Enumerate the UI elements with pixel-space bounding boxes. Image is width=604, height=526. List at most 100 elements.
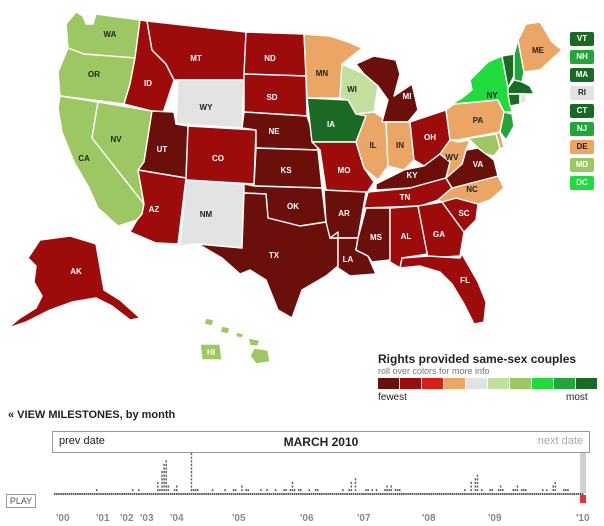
timeline-month-75 [211, 493, 214, 495]
timeline-month-231 [539, 493, 542, 495]
tab-dc[interactable]: DC [570, 176, 594, 190]
tab-nh[interactable]: NH [570, 50, 594, 64]
timeline-event-mark [241, 485, 243, 488]
state-DE[interactable] [495, 131, 505, 149]
tab-ri[interactable]: RI [570, 86, 594, 100]
timeline-month-197 [468, 493, 470, 495]
label-CO: CO [212, 154, 224, 163]
tab-de[interactable]: DE [570, 140, 594, 154]
prev-date-button[interactable]: prev date [59, 435, 105, 447]
label-LA: LA [343, 255, 354, 264]
legend-swatch-7[interactable] [510, 378, 531, 389]
state-NJ[interactable] [499, 111, 515, 141]
legend-swatch-6[interactable] [488, 378, 509, 389]
timeline-month-68 [197, 493, 199, 495]
timeline-month-1 [56, 493, 58, 495]
state-RI[interactable] [519, 93, 527, 105]
legend-swatch-10[interactable] [576, 378, 597, 389]
timeline-month-19 [93, 493, 96, 495]
state-MA[interactable] [507, 79, 535, 95]
next-date-button[interactable]: next date [537, 435, 583, 447]
timeline-event-mark [308, 489, 310, 492]
timeline-month-136 [340, 493, 342, 495]
timeline-month-248 [575, 493, 578, 495]
timeline-event-mark [211, 489, 214, 492]
legend-swatch-5[interactable] [466, 378, 487, 389]
timeline-month-201 [476, 493, 479, 495]
timeline-month-33 [123, 493, 125, 495]
timeline-event-mark [190, 481, 193, 484]
timeline-event-mark [161, 489, 163, 492]
state-AK[interactable] [7, 235, 141, 329]
timeline-month-247 [573, 493, 575, 495]
state-ME[interactable] [517, 21, 563, 73]
timeline-month-228 [533, 493, 536, 495]
legend-swatch-2[interactable] [400, 378, 421, 389]
state-CT[interactable] [507, 93, 521, 107]
state-NH[interactable] [513, 39, 525, 83]
legend-swatch-1[interactable] [378, 378, 399, 389]
tab-ct[interactable]: CT [570, 104, 594, 118]
timeline-event-mark [554, 489, 557, 492]
timeline-month-185 [443, 493, 445, 495]
timeline-month-87 [236, 493, 239, 495]
label-NY: NY [486, 91, 498, 100]
state-IL[interactable] [355, 111, 389, 181]
state-TX[interactable] [197, 192, 339, 319]
timeline-event-mark [314, 489, 317, 492]
legend-swatch-8[interactable] [532, 378, 553, 389]
legend-swatch-4[interactable] [444, 378, 465, 389]
milestone-timeline[interactable]: '00 '01 '02 '03 '04 '05 '06 '07 '08 '09 '10 [52, 453, 592, 526]
tab-vt[interactable]: VT [570, 32, 594, 46]
timeline-month-102 [268, 493, 271, 495]
state-GA[interactable] [417, 201, 465, 259]
view-milestones-link[interactable]: « VIEW MILESTONES, by month [8, 409, 176, 421]
timeline-month-155 [379, 493, 382, 495]
timeline-month-59 [178, 493, 180, 495]
label-KS: KS [280, 166, 292, 175]
timeline-month-243 [565, 493, 567, 495]
label-WI: WI [347, 85, 357, 94]
timeline-month-144 [356, 493, 359, 495]
timeline-event-mark [552, 489, 554, 492]
timeline-month-55 [169, 493, 172, 495]
timeline-event-mark [163, 471, 165, 474]
timeline-event-mark [354, 478, 357, 481]
state-AZ[interactable] [129, 169, 187, 245]
play-button[interactable]: PLAY [6, 494, 36, 508]
timeline-month-61 [182, 493, 184, 495]
label-MI: MI [403, 92, 412, 101]
timeline-month-122 [310, 493, 313, 495]
timeline-event-mark [157, 485, 159, 488]
timeline-month-62 [184, 493, 186, 495]
state-IN[interactable] [385, 121, 415, 171]
tab-md[interactable]: MD [570, 158, 594, 172]
timeline-month-157 [384, 493, 386, 495]
timeline-month-21 [98, 493, 100, 495]
timeline-month-81 [224, 493, 226, 495]
state-MI[interactable] [355, 55, 419, 123]
timeline-month-15 [85, 493, 88, 495]
state-FL[interactable] [399, 253, 487, 325]
year-label: '08 [422, 513, 436, 524]
timeline-month-99 [262, 493, 264, 495]
timeline-month-17 [89, 493, 92, 495]
timeline-month-178 [428, 493, 430, 495]
timeline-event-mark [163, 467, 165, 470]
timeline-month-208 [491, 493, 493, 495]
timeline-event-mark [241, 489, 243, 492]
state-HI[interactable] [199, 317, 271, 365]
timeline-month-211 [497, 493, 500, 495]
timeline-month-214 [504, 493, 506, 495]
timeline-month-107 [279, 493, 281, 495]
timeline-month-0 [54, 493, 56, 495]
tab-nj[interactable]: NJ [570, 122, 594, 136]
timeline-event-mark [224, 489, 226, 492]
timeline-month-162 [394, 493, 397, 495]
timeline-event-mark [190, 474, 193, 477]
legend-swatch-3[interactable] [422, 378, 443, 389]
timeline-event-mark [232, 489, 235, 492]
legend-swatch-9[interactable] [554, 378, 575, 389]
timeline-month-188 [449, 493, 451, 495]
tab-ma[interactable]: MA [570, 68, 594, 82]
